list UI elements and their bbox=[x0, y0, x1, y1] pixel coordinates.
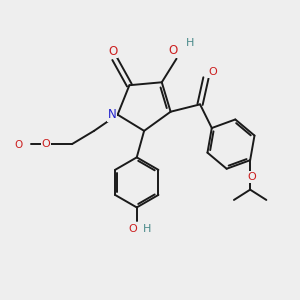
Text: O: O bbox=[168, 44, 178, 57]
Text: O: O bbox=[247, 172, 256, 182]
Text: H: H bbox=[186, 38, 194, 47]
Text: O: O bbox=[14, 140, 22, 150]
Text: O: O bbox=[109, 45, 118, 58]
Text: N: N bbox=[108, 108, 117, 121]
Text: O: O bbox=[128, 224, 137, 234]
Text: N: N bbox=[108, 108, 117, 121]
Text: O: O bbox=[208, 67, 217, 77]
Text: H: H bbox=[143, 224, 151, 234]
Text: O: O bbox=[42, 139, 50, 149]
